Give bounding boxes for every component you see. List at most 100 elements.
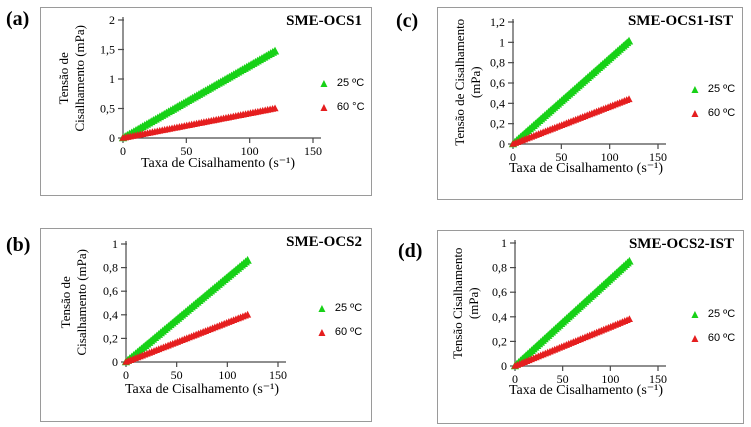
x-axis-label-d: Taxa de Cisalhamento (s⁻¹) [508, 383, 664, 398]
series-25 ºC [121, 255, 252, 366]
panel-letter-c: (c) [396, 10, 419, 32]
axes [508, 19, 666, 149]
y-tick-label: 0,4 [490, 96, 505, 110]
panel-a: 0 0,5 1 1,5 2 0 50 100 150 SME-OCS1 Tensão de Ci… [40, 7, 372, 196]
axes [510, 240, 666, 371]
series-25 ºC [510, 256, 634, 370]
series-60 ºC [511, 315, 633, 369]
plot-area-b: 0 0,2 0,4 0,6 0,8 1 0 50 100 150 [103, 237, 287, 382]
legend-item-60c: ▲ 60 ºC [316, 326, 362, 338]
legend-c: ▲ 25 ºC ▲ 60 ºC [689, 83, 735, 119]
legend-a: ▲ 25 ºC ▲ 60 °C [318, 77, 365, 113]
y-tick-label: 0,5 [100, 102, 115, 116]
panel-c: 0 0,2 0,4 0,6 0,8 1 1,2 0 50 100 150 SME-OCS1-IST … [437, 7, 743, 200]
x-tick-label: 100 [218, 368, 236, 382]
y-axis-label-b: Tensão de Cisalhamento (mPa) [58, 232, 91, 372]
y-tick-label: 0,6 [103, 284, 118, 298]
x-tick-label: 50 [557, 372, 569, 386]
legend-item-60c: ▲ 60 ºC [689, 107, 735, 119]
legend-item-25c: ▲ 25 ºC [316, 302, 362, 314]
y-tick-label: 0,2 [103, 331, 118, 345]
x-tick-label: 100 [601, 372, 619, 386]
legend-item-25c: ▲ 25 ºC [689, 308, 735, 320]
legend-item-60c: ▲ 60 °C [318, 101, 365, 113]
y-tick-label: 1,5 [100, 43, 115, 57]
legend-label: 25 ºC [707, 308, 736, 320]
x-tick-label: 150 [269, 368, 287, 382]
panel-letter-b: (b) [6, 234, 31, 256]
legend-label: 60 ºC [707, 107, 736, 119]
triangle-marker-icon: ▲ [316, 301, 328, 315]
x-axis-label-b: Taxa de Cisalhamento (s⁻¹) [124, 382, 280, 397]
legend-label: 25 ºC [707, 83, 736, 95]
y-axis-label-line2: (mPa) [466, 287, 481, 320]
y-axis-label-a: Tensão de Cisalhamento (mPa) [56, 8, 89, 148]
y-axis-label-line1: Tensão de [57, 276, 73, 329]
y-tick-label: 0,6 [492, 285, 507, 299]
y-tick-label: 0,8 [103, 261, 118, 275]
y-tick-label: 0 [112, 355, 118, 369]
axes [118, 17, 321, 143]
plot-area-c: 0 0,2 0,4 0,6 0,8 1 1,2 0 50 100 150 [490, 15, 667, 164]
y-tick-label: 0,4 [103, 308, 118, 322]
x-axis-label-c: Taxa de Cisalhamento (s⁻¹) [508, 161, 664, 176]
y-axis-label-c: Tensão de Cisalhamento (mPa) [452, 2, 485, 162]
x-tick-label: 150 [304, 144, 322, 158]
y-axis-label-d: Tensão Cisalhamento (mPa) [450, 223, 483, 383]
x-tick-label: 0 [512, 372, 518, 386]
x-tick-label: 50 [180, 144, 192, 158]
legend-label: 25 ºC [334, 302, 363, 314]
y-tick-label: 1 [109, 72, 115, 86]
y-tick-label: 0 [109, 131, 115, 145]
plot-area-a: 0 0,5 1 1,5 2 0 50 100 150 [100, 13, 322, 158]
legend-item-25c: ▲ 25 ºC [689, 83, 735, 95]
series-60 ºC [509, 95, 633, 147]
x-tick-label: 150 [649, 150, 667, 164]
x-tick-label: 150 [649, 372, 667, 386]
series-60 °C [119, 104, 279, 141]
panel-a-title: SME-OCS1 [286, 13, 362, 29]
y-axis-label-line1: Tensão Cisalhamento [449, 247, 465, 359]
triangle-marker-icon: ▲ [316, 325, 328, 339]
triangle-marker-icon: ▲ [318, 100, 330, 114]
legend-label: 60 ºC [334, 326, 363, 338]
triangle-marker-icon: ▲ [318, 76, 330, 90]
legend-d: ▲ 25 ºC ▲ 60 ºC [689, 308, 735, 344]
y-tick-label: 2 [109, 13, 115, 27]
x-tick-label: 100 [601, 150, 619, 164]
panel-b-title: SME-OCS2 [286, 234, 362, 250]
triangle-marker-icon: ▲ [689, 82, 701, 96]
y-tick-label: 0,6 [490, 76, 505, 90]
panel-c-title: SME-OCS1-IST [627, 13, 733, 29]
x-tick-label: 50 [555, 150, 567, 164]
series-25 ºC [118, 46, 280, 142]
y-tick-label: 0,4 [492, 310, 507, 324]
y-tick-label: 1 [112, 237, 118, 251]
y-tick-label: 1 [499, 35, 505, 49]
triangle-marker-icon: ▲ [689, 331, 701, 345]
x-tick-label: 0 [120, 144, 126, 158]
series-25 ºC [508, 36, 634, 148]
legend-label: 60 ºC [707, 332, 736, 344]
series-60 ºC [122, 310, 252, 365]
x-tick-label: 0 [510, 150, 516, 164]
legend-item-25c: ▲ 25 ºC [318, 77, 365, 89]
y-axis-label-line1: Tensão de [55, 52, 71, 105]
legend-b: ▲ 25 ºC ▲ 60 ºC [316, 302, 362, 338]
y-tick-label: 0,2 [490, 117, 505, 131]
y-tick-label: 1 [501, 236, 507, 250]
triangle-marker-icon: ▲ [689, 106, 701, 120]
panel-d-title: SME-OCS2-IST [628, 236, 734, 252]
y-tick-label: 0 [499, 137, 505, 151]
x-tick-label: 0 [123, 368, 129, 382]
x-tick-label: 100 [241, 144, 259, 158]
y-axis-label-line2: Cisalhamento (mPa) [74, 249, 89, 356]
y-tick-label: 0,8 [490, 56, 505, 70]
y-tick-label: 1,2 [490, 15, 505, 29]
x-tick-label: 50 [171, 368, 183, 382]
triangle-marker-icon: ▲ [689, 307, 701, 321]
plot-area-d: 0 0,2 0,4 0,6 0,8 1 0 50 100 150 [492, 236, 667, 386]
y-axis-label-line2: (mPa) [468, 66, 483, 99]
panel-letter-d: (d) [398, 240, 423, 262]
